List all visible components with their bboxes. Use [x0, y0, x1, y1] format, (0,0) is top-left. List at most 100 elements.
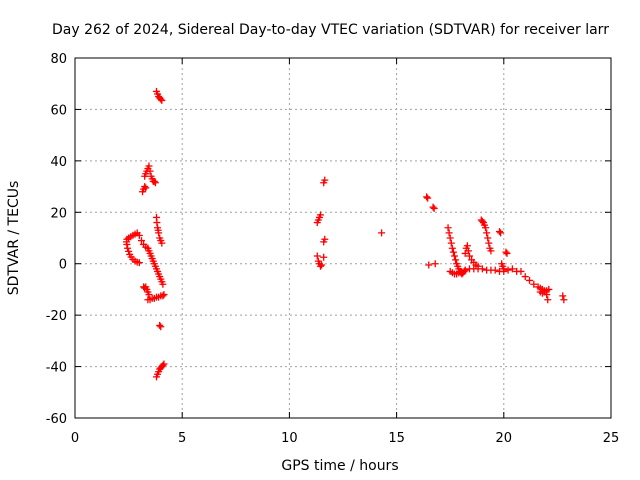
series-pass-3.3h-neg [140, 283, 153, 299]
series-pass-3.9h-top [152, 87, 166, 104]
data-point [483, 229, 491, 237]
data-point [465, 252, 473, 260]
data-point [445, 229, 453, 237]
series-pass-2.4h [122, 238, 143, 267]
data-point [160, 360, 168, 368]
data-point [487, 247, 495, 255]
data-point [425, 261, 433, 269]
data-point [478, 217, 486, 225]
series-pass-20.1h [502, 248, 511, 257]
data-point [156, 321, 164, 329]
data-point [424, 194, 432, 202]
data-point [474, 262, 482, 270]
data-point [497, 229, 505, 237]
series-pass-3.9h-bottom [152, 360, 168, 381]
data-point [444, 224, 452, 232]
series-pass-20.5h [500, 265, 552, 304]
y-tick-label: 0 [59, 258, 67, 273]
data-point [135, 259, 143, 267]
data-point [463, 242, 471, 250]
data-point [125, 247, 133, 255]
data-point [508, 265, 516, 273]
series-pass-3.9h-low [156, 321, 165, 331]
data-point [318, 261, 326, 269]
series-isolated-14.3h [378, 229, 386, 237]
y-tick-label: -40 [46, 361, 67, 376]
data-point [447, 239, 455, 247]
data-point [431, 260, 439, 268]
data-point [159, 361, 167, 369]
x-tick-label: 0 [71, 431, 79, 446]
data-point [559, 292, 567, 300]
data-point [521, 273, 529, 281]
x-tick-label: 15 [388, 431, 405, 446]
series-pass-11.4h-low [313, 252, 326, 270]
x-tick-label: 10 [281, 431, 298, 446]
series-pass-11.6h-low [320, 253, 328, 261]
data-point [491, 266, 499, 274]
data-point [464, 247, 472, 255]
data-point [502, 248, 510, 256]
series-pass-3.5h-neg [144, 291, 168, 304]
data-point [158, 239, 166, 247]
x-tick-label: 5 [178, 431, 186, 446]
series-pass-21.8h [536, 285, 553, 297]
data-point [423, 193, 431, 201]
chart-title: Day 262 of 2024, Sidereal Day-to-day VTE… [52, 22, 609, 38]
data-point [446, 234, 454, 242]
data-point [544, 296, 552, 304]
series-pass-3.4h-top [141, 162, 159, 187]
data-point [155, 229, 163, 237]
y-tick-label: -20 [46, 309, 67, 324]
data-point [321, 235, 329, 243]
data-point [160, 291, 168, 299]
series-pass-3.5h-down [144, 244, 167, 288]
data-point [448, 244, 456, 252]
data-point [157, 323, 165, 331]
data-point [135, 231, 143, 239]
data-point [482, 224, 490, 232]
data-point [500, 265, 508, 273]
y-tick-label: 60 [50, 103, 67, 118]
y-axis-label: SDTVAR / TECUs [6, 181, 22, 296]
series-pass-18.3h-v [461, 242, 482, 270]
data-point [316, 211, 324, 219]
x-tick-label: 25 [603, 431, 620, 446]
data-point [429, 203, 437, 211]
data-point [321, 176, 329, 184]
data-point [157, 95, 165, 103]
series-pass-19.0h [477, 216, 495, 255]
data-point [560, 296, 568, 304]
data-point [449, 248, 457, 256]
x-axis-label: GPS time / hours [281, 458, 398, 474]
data-point [504, 266, 512, 274]
series-pass-16.5h-low [425, 260, 439, 269]
data-point [545, 285, 553, 293]
data-point [526, 276, 534, 284]
series-pass-11.6h [320, 176, 329, 187]
data-point [457, 267, 465, 275]
y-tick-label: 40 [50, 155, 67, 170]
data-points [122, 87, 568, 381]
data-point [478, 265, 486, 273]
data-point [124, 244, 132, 252]
data-point [461, 266, 469, 274]
plot-frame [74, 57, 612, 419]
series-pass-17.5h-low [446, 265, 508, 278]
data-point [484, 234, 492, 242]
y-tick-label: 20 [50, 206, 67, 221]
series-pass-16.4h [423, 193, 438, 212]
y-tick-label: 80 [50, 52, 67, 67]
axis-ticks: 0 5 10 15 20 25 -60 -40 -20 0 20 40 60 80 [46, 52, 620, 446]
data-point [430, 204, 438, 212]
data-point [485, 239, 493, 247]
data-point [496, 228, 504, 236]
data-point [142, 184, 150, 192]
data-point [145, 291, 153, 299]
data-point [378, 229, 386, 237]
series-pass-22.8h [559, 292, 568, 304]
data-point [159, 292, 167, 300]
data-point [450, 252, 458, 260]
data-point [517, 267, 525, 275]
